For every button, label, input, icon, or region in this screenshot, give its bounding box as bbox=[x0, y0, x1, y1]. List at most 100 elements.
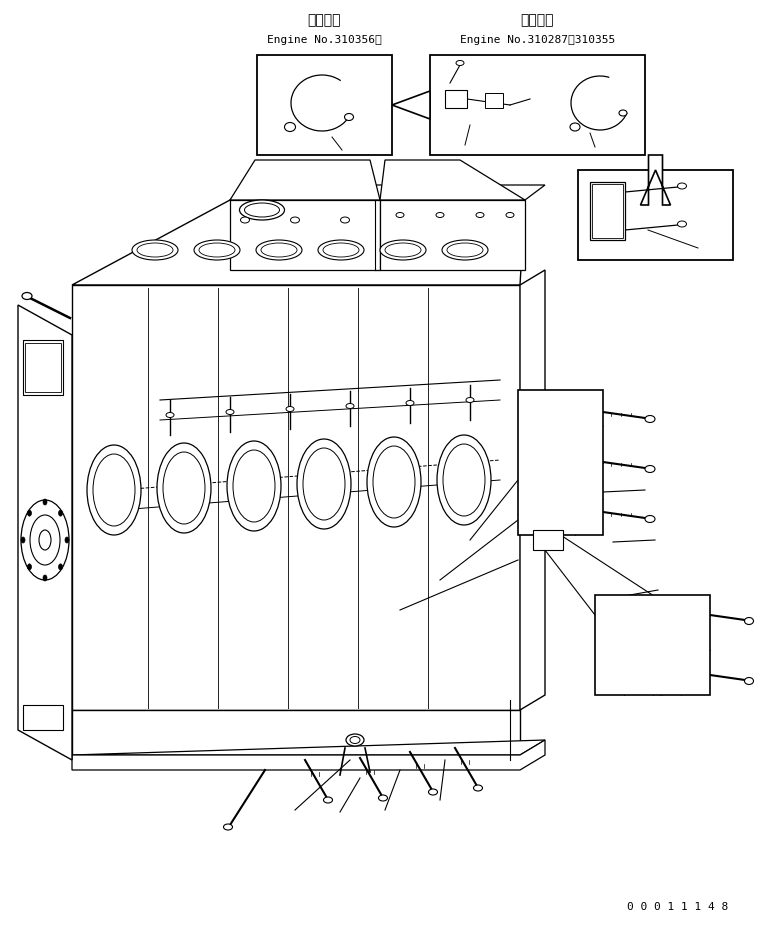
Polygon shape bbox=[520, 270, 545, 710]
Ellipse shape bbox=[233, 450, 275, 522]
Polygon shape bbox=[72, 710, 520, 755]
Ellipse shape bbox=[396, 212, 404, 218]
Ellipse shape bbox=[346, 403, 354, 409]
Ellipse shape bbox=[506, 212, 514, 218]
Bar bbox=[445, 90, 467, 108]
Text: 適用号機: 適用号機 bbox=[521, 13, 554, 27]
Ellipse shape bbox=[22, 293, 32, 299]
Ellipse shape bbox=[340, 217, 349, 223]
Polygon shape bbox=[230, 160, 380, 200]
Ellipse shape bbox=[240, 200, 284, 220]
Ellipse shape bbox=[87, 445, 141, 535]
Ellipse shape bbox=[303, 448, 345, 520]
Ellipse shape bbox=[261, 243, 297, 257]
Bar bbox=[518, 390, 603, 535]
Ellipse shape bbox=[466, 398, 474, 402]
Ellipse shape bbox=[350, 736, 360, 743]
Text: 0 0 0 1 1 1 4 8: 0 0 0 1 1 1 4 8 bbox=[627, 902, 728, 912]
Ellipse shape bbox=[194, 240, 240, 260]
Bar bbox=[485, 93, 503, 108]
Ellipse shape bbox=[297, 439, 351, 529]
Bar bbox=[25, 343, 61, 392]
Polygon shape bbox=[18, 305, 72, 760]
Ellipse shape bbox=[284, 122, 295, 132]
Ellipse shape bbox=[223, 824, 233, 830]
Ellipse shape bbox=[443, 444, 485, 516]
Bar bbox=[590, 182, 625, 240]
Text: Engine No.310356～: Engine No.310356～ bbox=[267, 35, 382, 45]
Ellipse shape bbox=[65, 537, 69, 543]
Ellipse shape bbox=[619, 110, 627, 116]
Ellipse shape bbox=[163, 452, 205, 524]
Ellipse shape bbox=[30, 515, 60, 565]
Ellipse shape bbox=[373, 446, 415, 518]
Text: Engine No.310287～310355: Engine No.310287～310355 bbox=[460, 35, 615, 45]
Polygon shape bbox=[72, 200, 525, 285]
Ellipse shape bbox=[227, 441, 281, 531]
Ellipse shape bbox=[677, 221, 686, 227]
Ellipse shape bbox=[226, 410, 234, 414]
Ellipse shape bbox=[286, 407, 294, 412]
Polygon shape bbox=[380, 160, 525, 200]
Ellipse shape bbox=[59, 564, 63, 570]
Ellipse shape bbox=[132, 240, 178, 260]
Ellipse shape bbox=[474, 785, 482, 791]
Ellipse shape bbox=[645, 515, 655, 523]
Ellipse shape bbox=[291, 217, 299, 223]
Bar bbox=[578, 170, 733, 260]
Bar bbox=[23, 340, 63, 395]
Ellipse shape bbox=[367, 437, 421, 527]
Ellipse shape bbox=[379, 795, 387, 801]
Ellipse shape bbox=[137, 243, 173, 257]
Ellipse shape bbox=[456, 60, 464, 66]
Ellipse shape bbox=[318, 240, 364, 260]
Ellipse shape bbox=[21, 500, 69, 580]
Ellipse shape bbox=[744, 617, 754, 625]
Ellipse shape bbox=[570, 123, 580, 131]
Ellipse shape bbox=[28, 510, 32, 516]
Ellipse shape bbox=[645, 465, 655, 473]
Ellipse shape bbox=[346, 734, 364, 746]
Bar bbox=[257, 55, 392, 155]
Ellipse shape bbox=[157, 443, 211, 533]
Ellipse shape bbox=[323, 243, 359, 257]
Ellipse shape bbox=[323, 797, 332, 803]
Ellipse shape bbox=[59, 510, 63, 516]
Bar bbox=[533, 530, 563, 550]
Ellipse shape bbox=[380, 240, 426, 260]
Polygon shape bbox=[392, 91, 430, 119]
Ellipse shape bbox=[677, 183, 686, 189]
Ellipse shape bbox=[199, 243, 235, 257]
Bar bbox=[380, 200, 525, 270]
Ellipse shape bbox=[385, 243, 421, 257]
Ellipse shape bbox=[744, 678, 754, 684]
Ellipse shape bbox=[428, 789, 438, 795]
Ellipse shape bbox=[166, 413, 174, 417]
Ellipse shape bbox=[240, 217, 250, 223]
Text: 適用号機: 適用号機 bbox=[308, 13, 341, 27]
Ellipse shape bbox=[21, 537, 25, 543]
Ellipse shape bbox=[256, 240, 302, 260]
Ellipse shape bbox=[28, 564, 32, 570]
Ellipse shape bbox=[645, 415, 655, 423]
Ellipse shape bbox=[244, 203, 280, 217]
Polygon shape bbox=[72, 740, 545, 770]
Ellipse shape bbox=[447, 243, 483, 257]
Ellipse shape bbox=[43, 575, 47, 581]
Ellipse shape bbox=[442, 240, 488, 260]
Ellipse shape bbox=[39, 530, 51, 550]
Ellipse shape bbox=[345, 113, 353, 121]
Bar bbox=[23, 705, 63, 730]
Polygon shape bbox=[641, 155, 670, 205]
Bar bbox=[430, 55, 645, 155]
Bar bbox=[595, 595, 710, 695]
Bar bbox=[592, 184, 623, 238]
Polygon shape bbox=[72, 285, 520, 710]
Ellipse shape bbox=[437, 435, 491, 525]
Ellipse shape bbox=[476, 212, 484, 218]
Polygon shape bbox=[230, 185, 545, 200]
Bar bbox=[230, 200, 380, 270]
Ellipse shape bbox=[436, 212, 444, 218]
Polygon shape bbox=[72, 740, 545, 755]
Ellipse shape bbox=[93, 454, 135, 526]
